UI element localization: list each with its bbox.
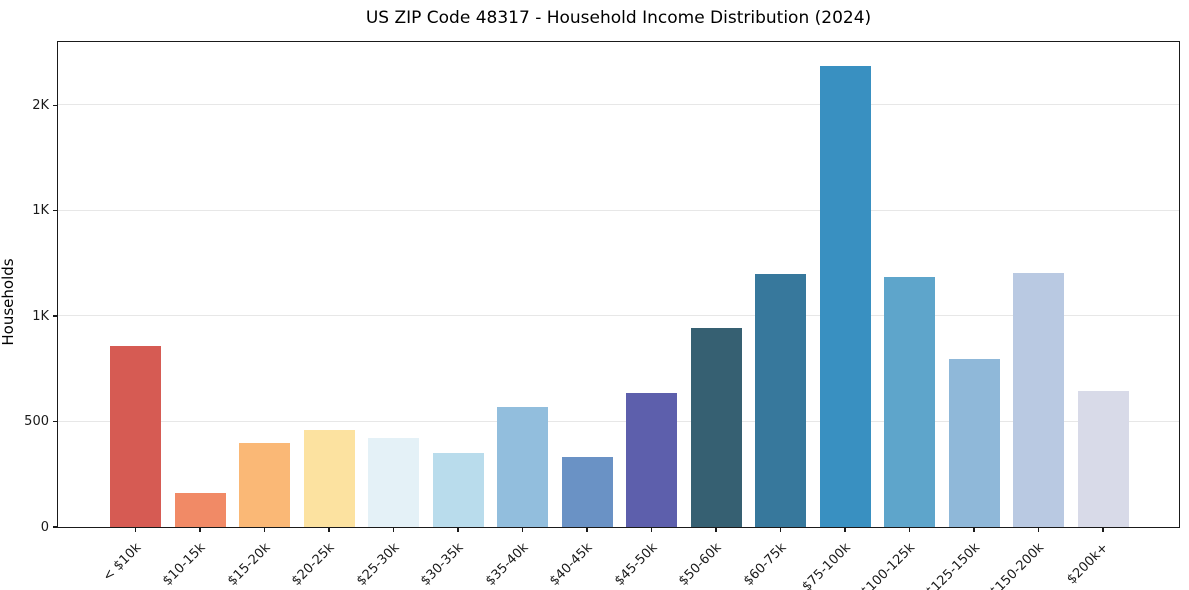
gridline-y-2000 xyxy=(58,104,1179,106)
ytick-label-2000: 2K xyxy=(32,97,49,113)
gridline-y-1500 xyxy=(58,209,1179,211)
xtick-label-$150-200k: $150-200k xyxy=(987,540,1048,590)
gridline-y-1000 xyxy=(58,315,1179,317)
ytick-mark-1500 xyxy=(53,209,58,212)
xtick-mark-$20-25k xyxy=(328,527,330,532)
xtick-mark-$50-60k xyxy=(715,527,717,532)
bar-$15-20k xyxy=(239,442,290,527)
xtick-label-$30-35k: $30-35k xyxy=(418,540,467,589)
ytick-mark-1000 xyxy=(53,315,58,317)
ytick-label-0: 0 xyxy=(40,519,49,535)
xtick-label-$20-25k: $20-25k xyxy=(289,540,338,589)
xtick-mark-$75-100k xyxy=(844,527,846,532)
bar-$20-25k xyxy=(303,430,355,527)
ytick-mark-2000 xyxy=(53,104,58,106)
bar-$10-15k xyxy=(174,493,226,527)
xtick-mark-$40-45k xyxy=(586,527,588,532)
bar-$40-45k xyxy=(561,457,613,527)
xtick-mark-$35-40k xyxy=(521,527,524,532)
ytick-mark-0 xyxy=(53,526,58,528)
chart-title: US ZIP Code 48317 - Household Income Dis… xyxy=(365,8,872,28)
y-axis-label: Households xyxy=(0,258,17,346)
xtick-mark-$25-30k xyxy=(392,527,395,532)
plot-area xyxy=(56,40,1180,528)
xtick-mark-< $10k xyxy=(134,527,137,532)
gridline-y-500 xyxy=(58,420,1179,422)
xtick-mark-$45-50k xyxy=(650,527,653,532)
xtick-label-$60-75k: $60-75k xyxy=(740,540,790,589)
xtick-mark-$100-125k xyxy=(908,527,911,532)
xtick-label-$100-125k: $100-125k xyxy=(858,540,919,590)
bar-$50-60k xyxy=(690,327,742,527)
xtick-label-$40-45k: $40-45k xyxy=(547,540,596,589)
xtick-mark-$15-20k xyxy=(263,527,266,532)
xtick-label-$45-50k: $45-50k xyxy=(611,540,661,589)
axes-frame xyxy=(56,40,1180,528)
xtick-label-$75-100k: $75-100k xyxy=(799,540,854,590)
bar-$45-50k xyxy=(626,393,677,527)
bar-$25-30k xyxy=(368,438,419,527)
bar-$30-35k xyxy=(432,453,484,527)
xtick-label-$50-60k: $50-60k xyxy=(676,540,725,589)
xtick-label-$125-150k: $125-150k xyxy=(922,540,983,590)
xtick-label-$10-15k: $10-15k xyxy=(160,540,209,589)
bar-$60-75k xyxy=(755,273,806,527)
bar-$200k+ xyxy=(1077,391,1129,527)
xtick-mark-$125-150k xyxy=(973,527,975,532)
bar-$100-125k xyxy=(884,277,935,527)
bar-< $10k xyxy=(110,345,161,527)
xtick-label-$15-20k: $15-20k xyxy=(224,540,274,589)
xtick-label-$35-40k: $35-40k xyxy=(482,540,532,589)
xtick-mark-$30-35k xyxy=(457,527,459,532)
ytick-label-1000: 1K xyxy=(32,308,49,324)
ytick-mark-500 xyxy=(53,420,58,423)
bar-$125-150k xyxy=(948,359,1000,527)
xtick-label-$25-30k: $25-30k xyxy=(353,540,403,589)
bar-$150-200k xyxy=(1013,272,1064,527)
xtick-mark-$10-15k xyxy=(199,527,201,532)
xtick-label-< $10k: < $10k xyxy=(100,540,145,585)
xtick-label-$200k+: $200k+ xyxy=(1064,540,1112,588)
ytick-label-500: 500 xyxy=(24,414,49,430)
xtick-mark-$150-200k xyxy=(1037,527,1040,532)
xtick-mark-$60-75k xyxy=(779,527,782,532)
bar-$75-100k xyxy=(819,66,871,527)
xtick-mark-$200k+ xyxy=(1102,527,1104,532)
bar-$35-40k xyxy=(497,406,548,527)
ytick-label-1500: 1K xyxy=(32,203,49,219)
